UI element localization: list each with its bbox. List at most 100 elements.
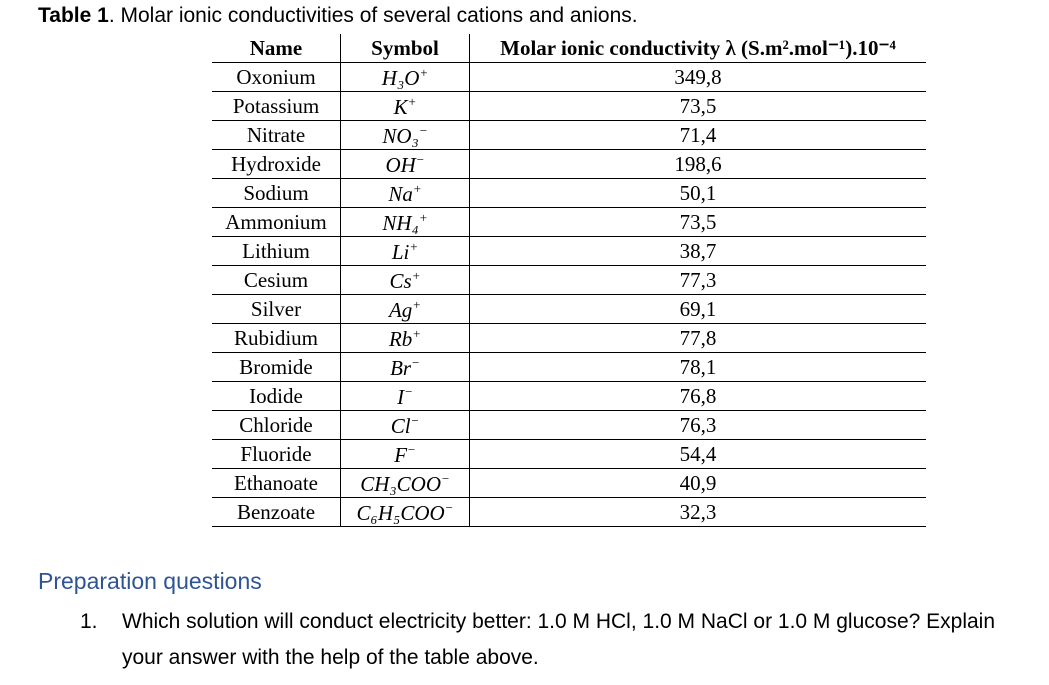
ion-name-cell: Ammonium	[212, 207, 341, 237]
ion-name-cell: Chloride	[212, 410, 341, 440]
table-caption-text: . Molar ionic conductivities of several …	[108, 4, 638, 27]
ion-symbol-cell: I−	[340, 381, 470, 411]
ion-symbol-cell: Cl−	[340, 410, 470, 440]
ion-symbol-charge: +	[419, 64, 429, 80]
ion-symbol-cell: Ag+	[340, 294, 470, 324]
ion-symbol-charge: +	[409, 238, 419, 254]
ion-name-cell: Lithium	[212, 236, 341, 266]
ion-symbol-base: OH	[385, 152, 416, 177]
table-row: Ammonium NH₄+ 73,5	[212, 207, 926, 237]
ion-symbol-cell: Cs+	[340, 265, 470, 295]
ion-symbol-cell: Na+	[340, 178, 470, 208]
ion-symbol-base: Br	[390, 355, 412, 380]
conductivity-value-cell: 38,7	[469, 236, 926, 266]
ion-symbol-cell: Rb+	[340, 323, 470, 353]
ion-symbol-base: CH₃COO	[360, 471, 442, 496]
conductivity-value-cell: 76,8	[469, 381, 926, 411]
conductivity-value-cell: 32,3	[469, 497, 926, 527]
table-row: Nitrate NO₃− 71,4	[212, 120, 926, 150]
question-number: 1.	[80, 610, 98, 633]
conductivity-value-cell: 71,4	[469, 120, 926, 150]
conductivity-value-cell: 77,3	[469, 265, 926, 295]
ion-symbol-cell: F−	[340, 439, 470, 469]
ion-symbol-cell: Li+	[340, 236, 470, 266]
ion-name-cell: Sodium	[212, 178, 341, 208]
ion-name-cell: Potassium	[212, 91, 341, 121]
ion-symbol-cell: C₆H₅COO−	[340, 497, 470, 527]
ion-symbol-base: NH₄	[382, 210, 419, 235]
ion-name-cell: Hydroxide	[212, 149, 341, 179]
ion-symbol-cell: NH₄+	[340, 207, 470, 237]
table-row: Silver Ag+ 69,1	[212, 294, 926, 324]
section-heading: Preparation questions	[38, 568, 262, 594]
conductivity-value-cell: 198,6	[469, 149, 926, 179]
table-row: Lithium Li+ 38,7	[212, 236, 926, 266]
ion-name-cell: Iodide	[212, 381, 341, 411]
ion-symbol-base: NO₃	[382, 123, 419, 148]
ion-name-cell: Ethanoate	[212, 468, 341, 498]
conductivity-value-cell: 76,3	[469, 410, 926, 440]
ion-symbol-cell: NO₃−	[340, 120, 470, 150]
header-conductivity: Molar ionic conductivity λ (S.m².mol⁻¹).…	[469, 34, 926, 63]
ion-symbol-charge: −	[418, 122, 428, 138]
ion-symbol-base: Ag	[388, 297, 413, 322]
ion-name-cell: Benzoate	[212, 497, 341, 527]
table-row: Cesium Cs+ 77,3	[212, 265, 926, 295]
ion-symbol-cell: H₃O+	[340, 62, 470, 92]
ion-name-cell: Fluoride	[212, 439, 341, 469]
table-row: Fluoride F− 54,4	[212, 439, 926, 469]
header-name: Name	[212, 34, 341, 63]
conductivity-value-cell: 40,9	[469, 468, 926, 498]
ion-symbol-charge: +	[412, 180, 422, 196]
conductivity-value-cell: 73,5	[469, 91, 926, 121]
ion-symbol-base: Cl	[390, 413, 411, 438]
table-caption-label: Table 1	[38, 4, 109, 27]
table-row: Rubidium Rb+ 77,8	[212, 323, 926, 353]
conductivity-value-cell: 77,8	[469, 323, 926, 353]
ion-symbol-charge: −	[410, 412, 420, 428]
ion-symbol-charge: +	[418, 209, 428, 225]
ion-symbol-cell: CH₃COO−	[340, 468, 470, 498]
table-caption: Table 1. Molar ionic conductivities of s…	[38, 4, 638, 28]
ion-symbol-base: Cs	[389, 268, 412, 293]
ion-symbol-charge: −	[411, 354, 420, 370]
ion-name-cell: Cesium	[212, 265, 341, 295]
table-row: Potassium K+ 73,5	[212, 91, 926, 121]
ion-symbol-charge: −	[444, 499, 454, 515]
table-row: Bromide Br− 78,1	[212, 352, 926, 382]
ion-name-cell: Nitrate	[212, 120, 341, 150]
conductivity-value-cell: 54,4	[469, 439, 926, 469]
ion-symbol-cell: K+	[340, 91, 470, 121]
table-row: Iodide I− 76,8	[212, 381, 926, 411]
ion-symbol-base: Li	[391, 239, 410, 264]
table-row: Chloride Cl− 76,3	[212, 410, 926, 440]
ion-symbol-charge: +	[407, 93, 417, 109]
table-row: Oxonium H₃O+ 349,8	[212, 62, 926, 92]
ion-symbol-base: C₆H₅COO	[356, 500, 445, 525]
ion-symbol-charge: +	[412, 325, 422, 341]
question-text: Which solution will conduct electricity …	[122, 610, 996, 669]
ion-symbol-cell: OH−	[340, 149, 470, 179]
table-row: Hydroxide OH− 198,6	[212, 149, 926, 179]
ion-symbol-base: I	[397, 384, 405, 409]
ion-symbol-charge: −	[404, 383, 413, 399]
ion-symbol-charge: −	[407, 441, 416, 457]
table-header-row: Name Symbol Molar ionic conductivity λ (…	[212, 34, 926, 63]
conductivity-value-cell: 349,8	[469, 62, 926, 92]
ion-name-cell: Silver	[212, 294, 341, 324]
conductivity-value-cell: 73,5	[469, 207, 926, 237]
conductivity-table: Name Symbol Molar ionic conductivity λ (…	[212, 34, 926, 527]
conductivity-value-cell: 69,1	[469, 294, 926, 324]
table-body: Oxonium H₃O+ 349,8 Potassium K+ 73,5 Nitrate NO…	[212, 62, 926, 527]
conductivity-value-cell: 78,1	[469, 352, 926, 382]
question-item: 1. Which solution will conduct electrici…	[80, 604, 1040, 676]
ion-symbol-charge: +	[411, 267, 421, 283]
ion-symbol-base: Na	[388, 181, 413, 206]
ion-name-cell: Rubidium	[212, 323, 341, 353]
ion-symbol-charge: +	[412, 296, 422, 312]
ion-symbol-cell: Br−	[340, 352, 470, 382]
ion-symbol-base: K	[393, 94, 408, 119]
table-row: Sodium Na+ 50,1	[212, 178, 926, 208]
ion-symbol-base: F	[394, 442, 408, 467]
ion-name-cell: Oxonium	[212, 62, 341, 92]
